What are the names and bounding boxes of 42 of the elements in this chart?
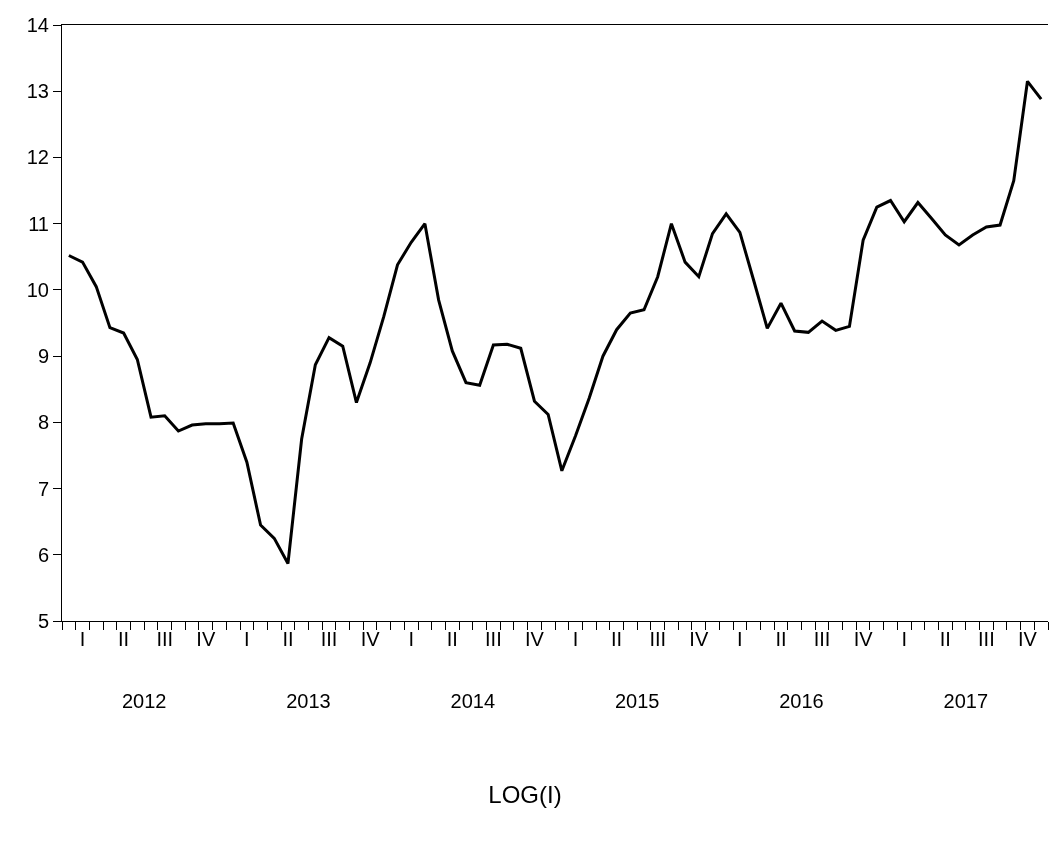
x-tick-label: II	[775, 628, 787, 651]
x-tick-label: II	[446, 628, 458, 651]
x-tick-label: II	[611, 628, 623, 651]
x-tick-label: IV	[360, 628, 381, 651]
x-tick-label: I	[244, 628, 250, 651]
x-tick-label: IV	[525, 628, 545, 651]
x-tick-label: IV	[1018, 628, 1038, 651]
y-tick-label: 13	[26, 80, 49, 103]
x-tick-label: IV	[196, 628, 216, 651]
x-tick-label: I	[408, 628, 414, 651]
y-tick-label: 9	[37, 345, 49, 368]
x-tick-label: III	[649, 628, 667, 651]
x-tick-label: IV	[853, 628, 874, 651]
x2-tick-label: 2016	[779, 689, 824, 712]
x-tick-label: I	[79, 628, 86, 651]
text: LOG(I)	[488, 780, 562, 808]
y-tick-label: 5	[37, 610, 49, 633]
x-tick-label: II	[282, 628, 294, 651]
x2-tick-label: 2015	[614, 689, 660, 712]
x2-tick-label: 2014	[450, 689, 496, 712]
x-tick-label: III	[156, 628, 174, 651]
line-series	[67, 79, 1043, 566]
x-tick-label: III	[978, 628, 995, 651]
x-tick-label: IV	[689, 628, 709, 651]
x-tick-label: III	[485, 628, 502, 651]
y-tick-label: 6	[37, 543, 49, 566]
x-tick-label: I	[901, 628, 907, 651]
y-tick-label: 7	[37, 477, 49, 500]
y-tick-label: 12	[26, 146, 49, 169]
x2-tick-label: 2012	[121, 689, 167, 712]
x2-tick-label: 2017	[943, 689, 989, 712]
y-tick-label: 10	[26, 278, 49, 301]
x-tick-label: I	[572, 628, 579, 651]
y-tick-label: 14	[26, 14, 49, 36]
x-tick-label: I	[737, 628, 743, 651]
x2-tick-label: 2013	[286, 689, 331, 712]
x-tick-label: II	[118, 628, 130, 651]
y-tick-label: 11	[28, 212, 49, 235]
x-tick-label: III	[813, 628, 831, 651]
x-tick-label: II	[939, 628, 951, 651]
y-tick-label: 8	[37, 411, 49, 434]
x-tick-label: III	[320, 628, 338, 651]
